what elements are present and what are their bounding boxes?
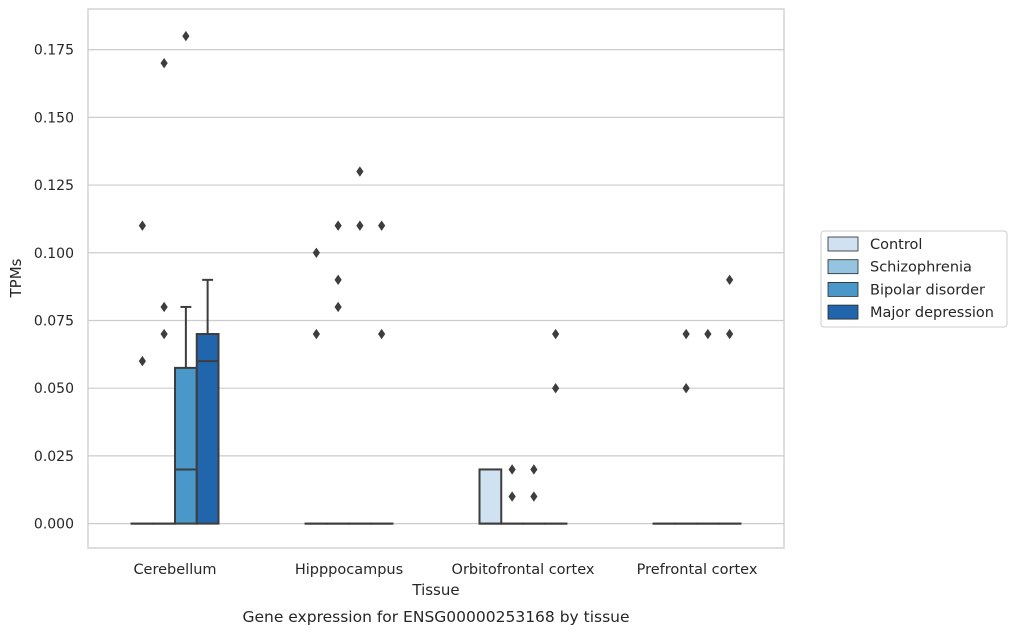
- outlier-point: [682, 328, 690, 340]
- box-rect: [478, 468, 503, 525]
- outlier-point: [356, 166, 364, 177]
- x-tick-label: Hipppocampus: [295, 562, 403, 578]
- legend: Control Schizophrenia Bipolar disorder Majo…: [820, 230, 1008, 328]
- outlier-point: [378, 328, 386, 340]
- box-control: [478, 468, 503, 525]
- box-major-depression: [195, 278, 220, 525]
- outlier-point: [530, 491, 538, 502]
- y-tick-label: 0.100: [34, 246, 74, 262]
- legend-label: Schizophrenia: [870, 260, 972, 276]
- y-tick-label: 0.175: [34, 43, 74, 59]
- outlier-points: [138, 30, 734, 502]
- y-tick-label: 0.025: [34, 449, 74, 465]
- legend-swatch: [827, 236, 859, 252]
- legend-swatch: [827, 281, 859, 297]
- outlier-point: [552, 328, 560, 340]
- x-tick-label: Prefrontal cortex: [637, 562, 758, 578]
- outlier-point: [530, 464, 538, 475]
- outlier-point: [160, 301, 168, 313]
- x-tick-label: Cerebellum: [133, 562, 216, 578]
- outlier-point: [378, 220, 386, 231]
- outlier-point: [356, 220, 364, 231]
- plot-frame: [87, 8, 785, 549]
- outlier-point: [312, 328, 320, 340]
- y-tick-label: 0.150: [34, 110, 74, 126]
- legend-frame: [820, 230, 1008, 328]
- y-tick-label: 0.000: [34, 517, 74, 533]
- outlier-point: [552, 382, 560, 394]
- outlier-point: [138, 355, 146, 367]
- box-rect: [195, 333, 220, 525]
- outlier-point: [138, 220, 146, 231]
- outlier-point: [682, 382, 690, 394]
- outlier-point: [726, 328, 734, 340]
- legend-label: Control: [870, 237, 922, 253]
- y-tick-label: 0.075: [34, 313, 74, 329]
- box-bipolar-disorder: [174, 305, 198, 525]
- outlier-point: [508, 464, 516, 475]
- y-tick-label: 0.050: [34, 381, 74, 397]
- outlier-point: [334, 220, 342, 231]
- y-axis-label: TPMs: [7, 258, 25, 298]
- outlier-point: [334, 274, 342, 286]
- x-axis-label: Tissue: [411, 581, 459, 599]
- outlier-point: [704, 328, 712, 340]
- outlier-point: [160, 57, 168, 69]
- legend-swatch: [827, 259, 859, 275]
- outlier-point: [312, 247, 320, 258]
- outlier-point: [182, 30, 190, 42]
- chart-caption: Gene expression for ENSG00000253168 by t…: [242, 608, 629, 626]
- legend-label: Major depression: [870, 305, 994, 321]
- boxes: [130, 278, 742, 525]
- legend-label: Bipolar disorder: [870, 282, 985, 298]
- legend-swatch: [827, 304, 859, 320]
- outlier-point: [160, 328, 168, 340]
- outlier-point: [726, 274, 734, 286]
- x-tick-labels: Cerebellum Hipppocampus Orbitofrontal cort…: [133, 562, 757, 578]
- y-tick-label: 0.125: [34, 178, 74, 194]
- outlier-point: [508, 491, 516, 502]
- outlier-point: [334, 301, 342, 313]
- y-tick-labels: 0.000 0.025 0.050 0.075 0.100 0.125 0.150 0.175: [34, 43, 74, 533]
- box-rect: [174, 366, 198, 525]
- x-tick-label: Orbitofrontal cortex: [452, 562, 595, 578]
